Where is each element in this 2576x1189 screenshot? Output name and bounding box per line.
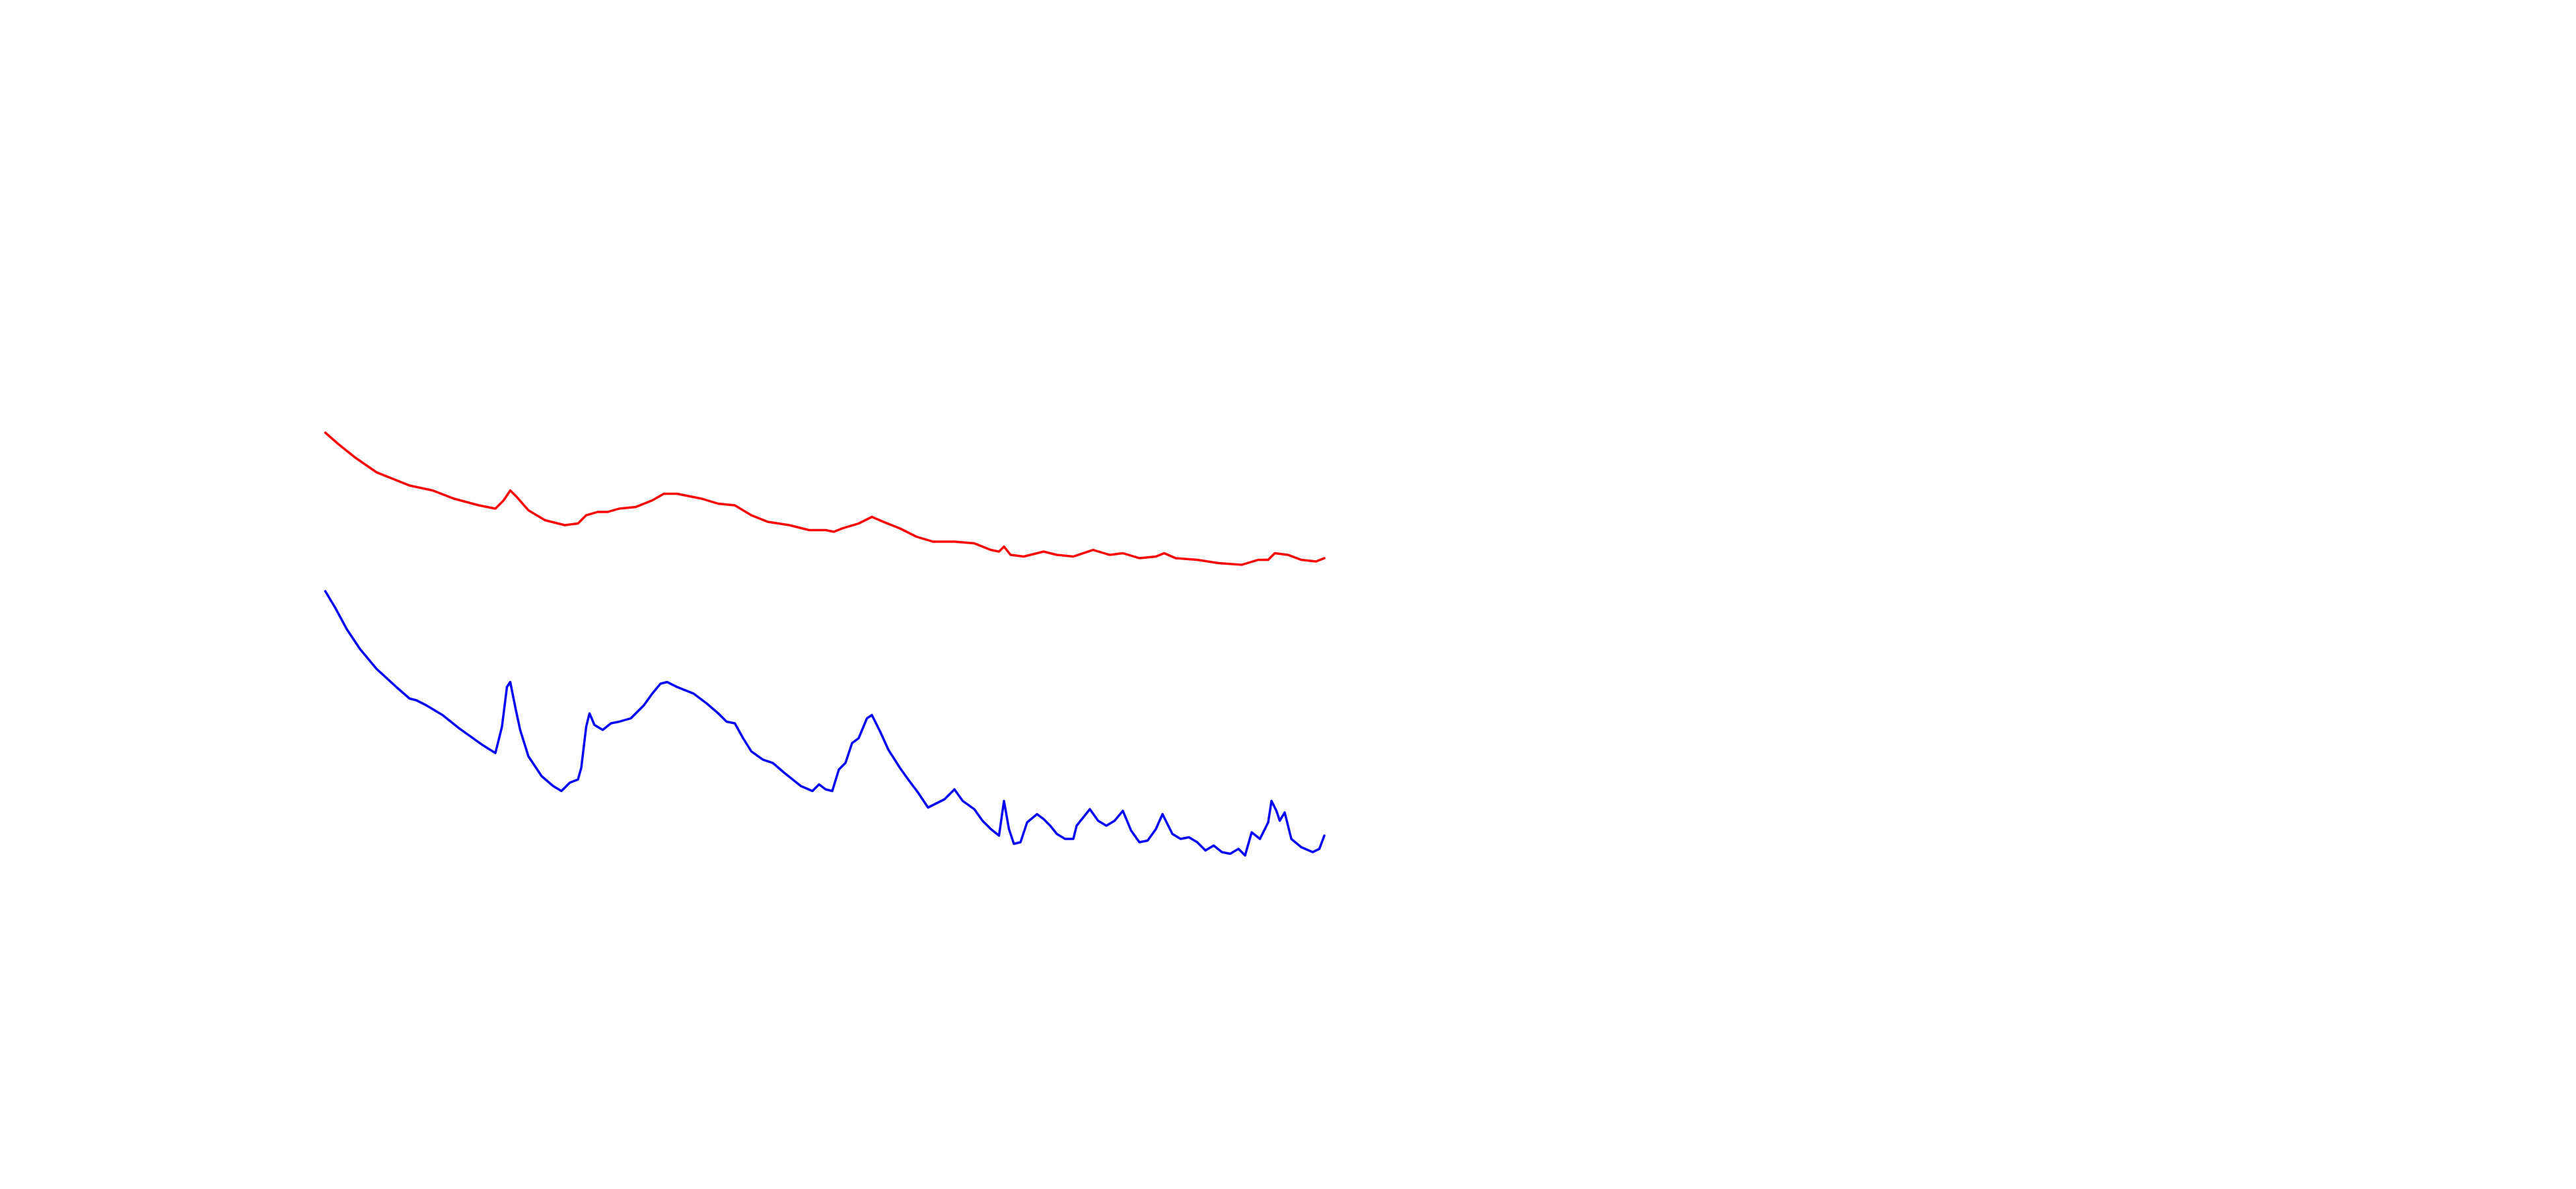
data-line — [324, 431, 1326, 566]
data-line — [324, 590, 1326, 857]
